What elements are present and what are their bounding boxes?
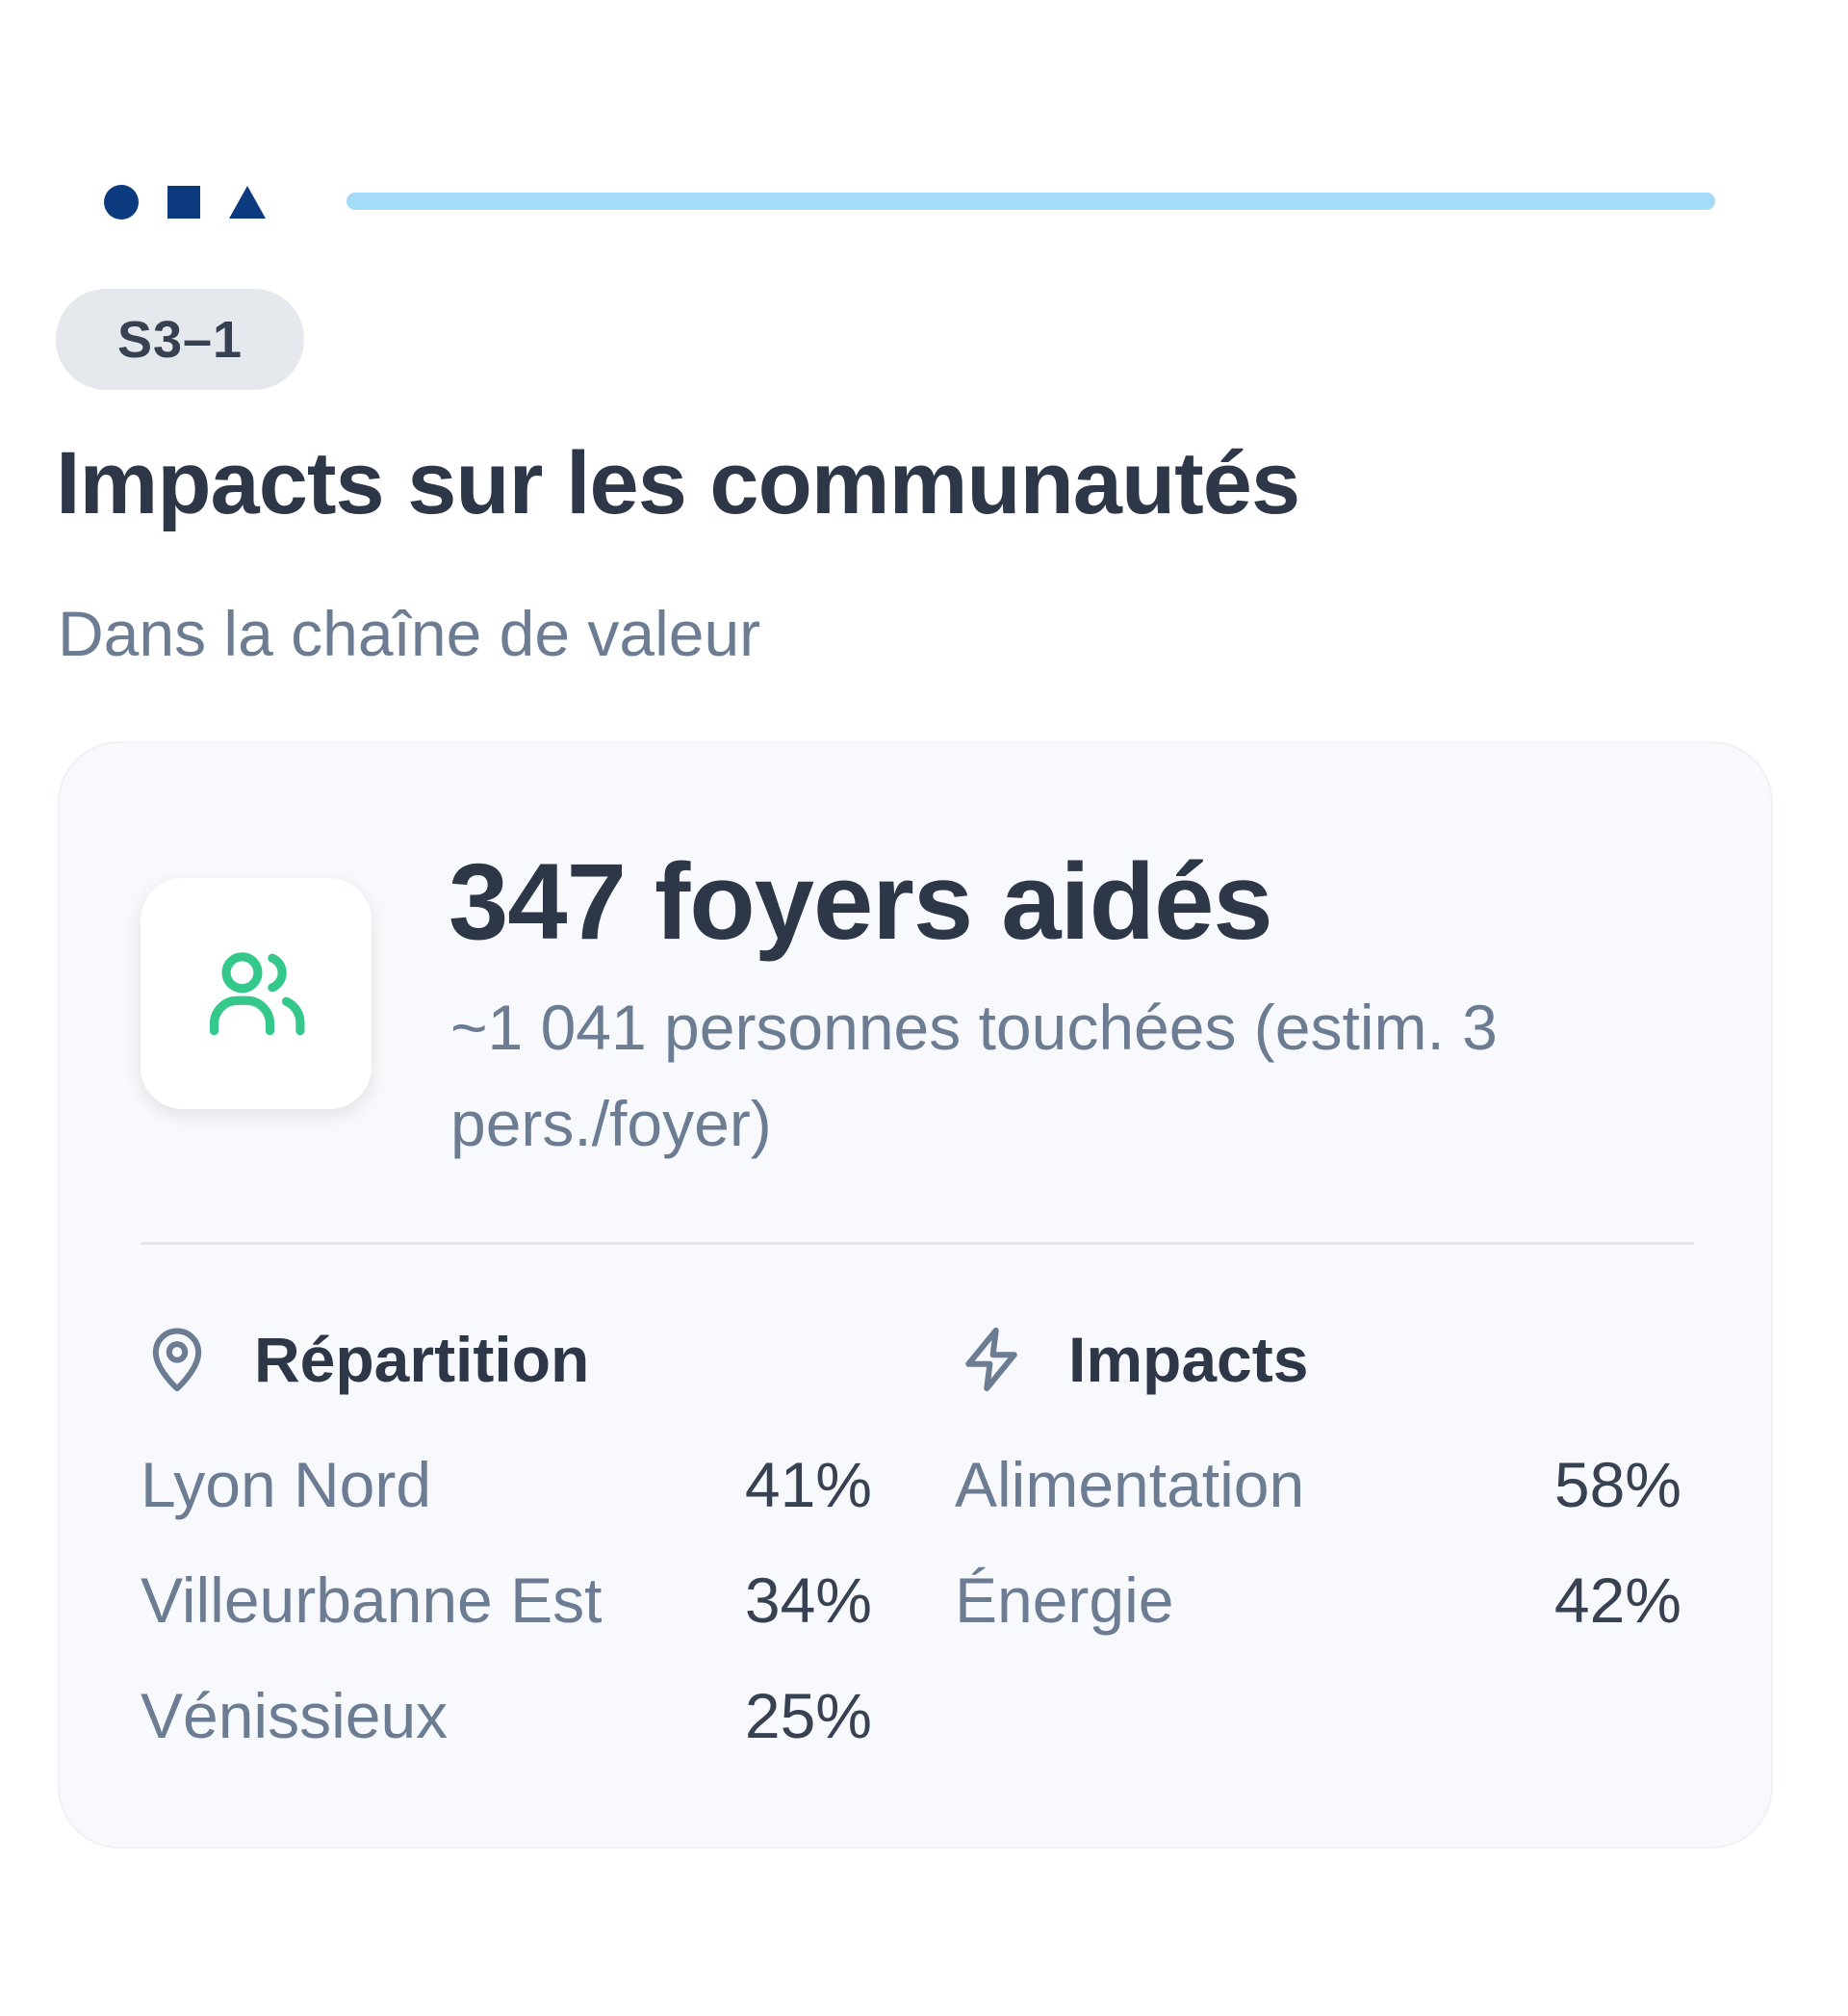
circle-icon	[104, 185, 139, 220]
row-label: Villeurbanne Est	[141, 1564, 603, 1636]
list-item: Vénissieux 25%	[141, 1658, 872, 1773]
impacts-label: Impacts	[1068, 1324, 1309, 1395]
kpi-subtitle: ~1 041 personnes touchées (estim. 3 pers…	[450, 992, 1498, 1159]
row-label: Lyon Nord	[141, 1449, 432, 1520]
kpi-title: 347 foyers aidés	[449, 841, 1273, 962]
row-value: 34%	[744, 1564, 872, 1636]
lightning-icon	[965, 1327, 1017, 1392]
row-label: Vénissieux	[141, 1680, 449, 1751]
repartition-header: Répartition	[141, 1311, 872, 1408]
divider	[141, 1242, 1694, 1245]
map-pin-icon	[152, 1328, 202, 1392]
row-value: 42%	[1553, 1564, 1681, 1636]
progress-bar	[346, 193, 1715, 210]
row-value: 41%	[744, 1449, 872, 1520]
row-label: Énergie	[955, 1564, 1174, 1636]
row-label: Alimentation	[955, 1449, 1305, 1520]
page-title: Impacts sur les communautés	[56, 434, 1300, 532]
list-item: Villeurbanne Est 34%	[141, 1542, 872, 1658]
users-icon	[209, 952, 305, 1036]
square-icon	[167, 186, 200, 219]
impacts-header: Impacts	[955, 1311, 1686, 1408]
row-value: 25%	[744, 1680, 872, 1751]
triangle-icon	[229, 186, 266, 219]
list-item: Alimentation 58%	[955, 1427, 1686, 1542]
repartition-label: Répartition	[254, 1324, 590, 1395]
kpi-icon-box	[141, 878, 372, 1109]
list-item: Lyon Nord 41%	[141, 1427, 872, 1542]
repartition-section: Répartition Lyon Nord 41% Villeurbanne E…	[141, 1311, 872, 1773]
list-item: Énergie 42%	[955, 1542, 1686, 1658]
impact-card: 347 foyers aidés ~1 041 personnes touché…	[58, 741, 1773, 1848]
impacts-section: Impacts Alimentation 58% Énergie 42%	[955, 1311, 1686, 1658]
step-shapes	[104, 183, 266, 221]
page-subtitle: Dans la chaîne de valeur	[58, 598, 761, 669]
row-value: 58%	[1553, 1449, 1681, 1520]
section-badge: S3–1	[56, 289, 304, 390]
